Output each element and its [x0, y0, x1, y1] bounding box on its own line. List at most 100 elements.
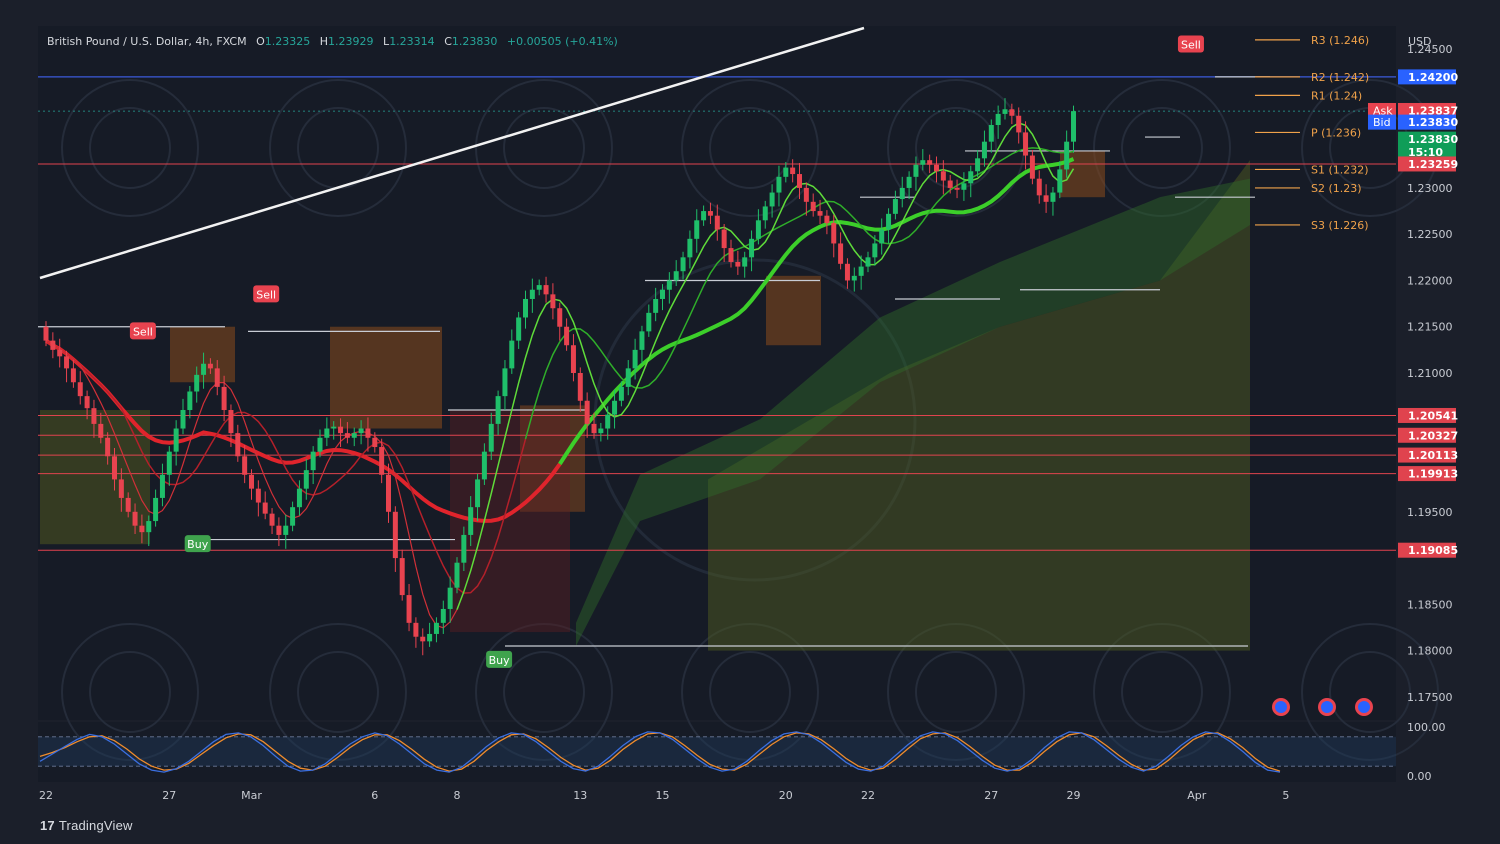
time-tick: Apr — [1187, 789, 1207, 802]
candle-body — [214, 368, 220, 387]
event-icons — [1272, 698, 1373, 716]
time-tick: 6 — [371, 789, 378, 802]
candle-body — [872, 243, 878, 258]
candle-body — [454, 562, 460, 588]
signals: Sell Sell Buy Buy Sell — [129, 35, 1204, 668]
ma-slow-green — [558, 157, 1075, 466]
candle-body — [392, 511, 398, 559]
oscillator: 100.00 0.00 — [38, 721, 1446, 783]
candle-body — [646, 312, 652, 332]
price-tag-label: 1.20113 — [1408, 449, 1458, 462]
watermark-seal-inner — [297, 651, 379, 733]
watermark-seal — [269, 623, 407, 761]
candle-body — [310, 451, 316, 471]
candle-body — [680, 257, 686, 272]
price-tag — [1398, 447, 1456, 463]
horizontal-levels — [38, 76, 1396, 647]
candle-body — [139, 525, 145, 533]
signal-label: Sell — [1181, 39, 1201, 52]
candle-body — [132, 511, 138, 526]
watermark-seal — [475, 623, 613, 761]
candle-body — [1050, 192, 1056, 202]
candle-body — [755, 220, 761, 239]
candle-body — [577, 373, 583, 401]
price-tick: 1.24500 — [1407, 43, 1453, 56]
candle-body — [1071, 111, 1076, 142]
trend-line[interactable] — [39, 26, 865, 280]
watermark-seal — [1093, 79, 1231, 217]
signal-label: Sell — [133, 325, 153, 338]
watermark-seal-inner — [89, 651, 171, 733]
candle-body — [591, 423, 597, 434]
candle-body — [262, 502, 268, 514]
brand-label: TradingView — [58, 818, 133, 833]
candle-body — [207, 363, 213, 369]
time-tick: 13 — [573, 789, 587, 802]
candle-body — [187, 391, 193, 411]
signal-label: Sell — [256, 288, 276, 301]
sell-signal — [129, 322, 156, 340]
currency-label: USD — [1408, 35, 1432, 48]
candle-body — [618, 386, 624, 401]
candle-body — [995, 113, 1001, 126]
bid-badge — [1368, 114, 1396, 130]
candle-body — [242, 456, 248, 475]
candle-body — [851, 275, 857, 281]
watermark-seal-inner — [709, 107, 791, 189]
candle-body — [858, 266, 864, 276]
sell-signal — [253, 285, 280, 303]
candle-body — [509, 340, 515, 369]
price-tag — [1398, 427, 1456, 443]
candle-body — [488, 423, 494, 452]
candle-body — [844, 263, 850, 281]
bear-zone — [450, 410, 570, 633]
high-value: 1.23929 — [328, 35, 374, 48]
candle-body — [118, 479, 124, 498]
candle-body — [934, 164, 939, 172]
time-tick: 22 — [39, 789, 53, 802]
sell-signal — [1177, 35, 1204, 53]
time-tick: 15 — [656, 789, 670, 802]
candle-body — [666, 280, 672, 290]
candle-body — [358, 428, 364, 434]
pivot-label: R1 (1.24) — [1311, 89, 1362, 102]
candles — [43, 98, 1076, 656]
time-tick: 20 — [779, 789, 793, 802]
price-tick: 1.22500 — [1407, 228, 1453, 241]
candle-body — [899, 187, 905, 200]
watermark-seal — [681, 79, 819, 217]
ma-fast-red — [45, 340, 458, 629]
time-tick: 27 — [984, 789, 998, 802]
candle-body — [735, 261, 741, 267]
tradingview-logo[interactable]: 17 TradingView — [40, 818, 133, 833]
candle-body — [824, 215, 830, 224]
candle-body — [105, 437, 111, 457]
tradingview-logo-icon: 17 — [40, 818, 55, 833]
candle-body — [406, 595, 412, 623]
candle-body — [961, 183, 967, 190]
price-tag-label: 1.23837 — [1408, 104, 1458, 117]
candle-body — [372, 437, 378, 448]
candle-body — [433, 622, 439, 634]
watermark-seal — [61, 79, 199, 217]
candle-body — [523, 298, 528, 318]
candle-body — [365, 428, 371, 438]
candle-body — [660, 289, 665, 299]
candle-body — [98, 423, 104, 438]
time-axis[interactable]: 22 27 Mar 6 8 13 15 20 22 27 29 Apr 5 — [39, 789, 1289, 802]
candle-body — [612, 400, 618, 415]
ma-slow-red — [44, 338, 562, 523]
candle-body — [639, 331, 645, 350]
signal-label: Buy — [489, 654, 511, 667]
us-flag-icon-inner — [1358, 701, 1370, 713]
candle-body — [57, 349, 63, 357]
candle-body — [159, 474, 165, 498]
time-tick: 22 — [861, 789, 875, 802]
candle-body — [201, 363, 207, 375]
price-tag — [1398, 102, 1456, 118]
candle-body — [927, 160, 933, 165]
price-tick: 1.21000 — [1407, 367, 1453, 380]
candle-body — [166, 451, 172, 475]
